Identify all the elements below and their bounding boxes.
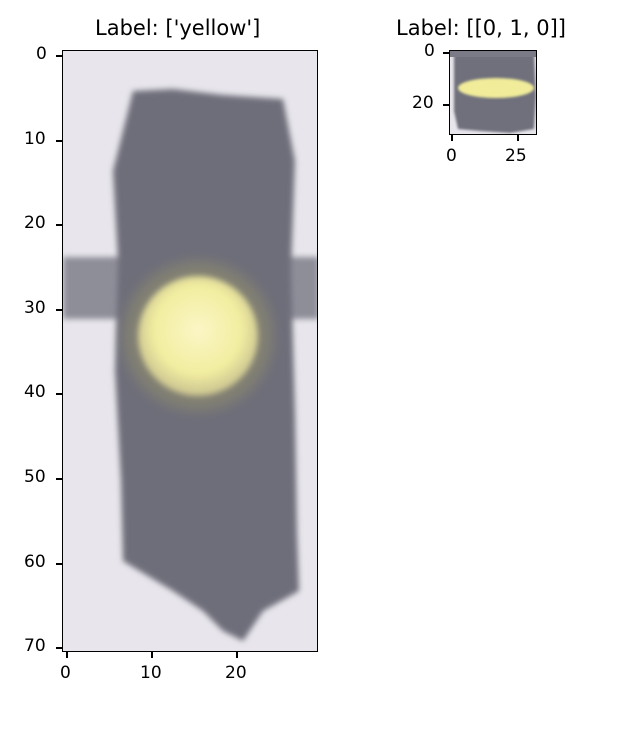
y-tick-label: 60 — [24, 552, 46, 572]
yellow-lamp — [138, 276, 258, 396]
x-tick-mark — [451, 135, 453, 141]
x-tick-mark — [151, 652, 153, 658]
y-tick-label: 50 — [24, 467, 46, 487]
x-tick-label: 0 — [60, 663, 71, 683]
yellow-lamp — [458, 78, 534, 98]
y-tick-label: 0 — [36, 44, 47, 64]
panel-title-2: Label: [[0, 1, 0]] — [396, 16, 566, 40]
traffic-light-crop-image — [449, 50, 537, 135]
y-tick-mark — [56, 140, 62, 142]
y-tick-mark — [443, 104, 449, 106]
y-tick-mark — [443, 52, 449, 54]
x-tick-label: 25 — [505, 146, 527, 166]
y-tick-mark — [56, 647, 62, 649]
traffic-light-photo — [63, 51, 317, 651]
traffic-light-crop — [450, 51, 536, 134]
y-tick-mark — [56, 224, 62, 226]
y-tick-label: 20 — [24, 213, 46, 233]
y-tick-label: 30 — [24, 298, 46, 318]
y-tick-label: 10 — [24, 129, 46, 149]
traffic-light-image — [62, 50, 318, 652]
y-tick-mark — [56, 563, 62, 565]
x-tick-label: 0 — [446, 146, 457, 166]
y-tick-label: 20 — [412, 93, 434, 113]
x-tick-mark — [517, 135, 519, 141]
y-tick-mark — [56, 478, 62, 480]
y-tick-mark — [56, 55, 62, 57]
x-tick-label: 20 — [225, 663, 247, 683]
y-tick-label: 40 — [24, 382, 46, 402]
y-tick-mark — [56, 309, 62, 311]
panel-title-1: Label: ['yellow'] — [95, 16, 261, 40]
x-tick-mark — [236, 652, 238, 658]
y-tick-mark — [56, 393, 62, 395]
x-tick-label: 10 — [140, 663, 162, 683]
x-tick-mark — [66, 652, 68, 658]
y-tick-label: 0 — [424, 41, 435, 61]
y-tick-label: 70 — [24, 636, 46, 656]
